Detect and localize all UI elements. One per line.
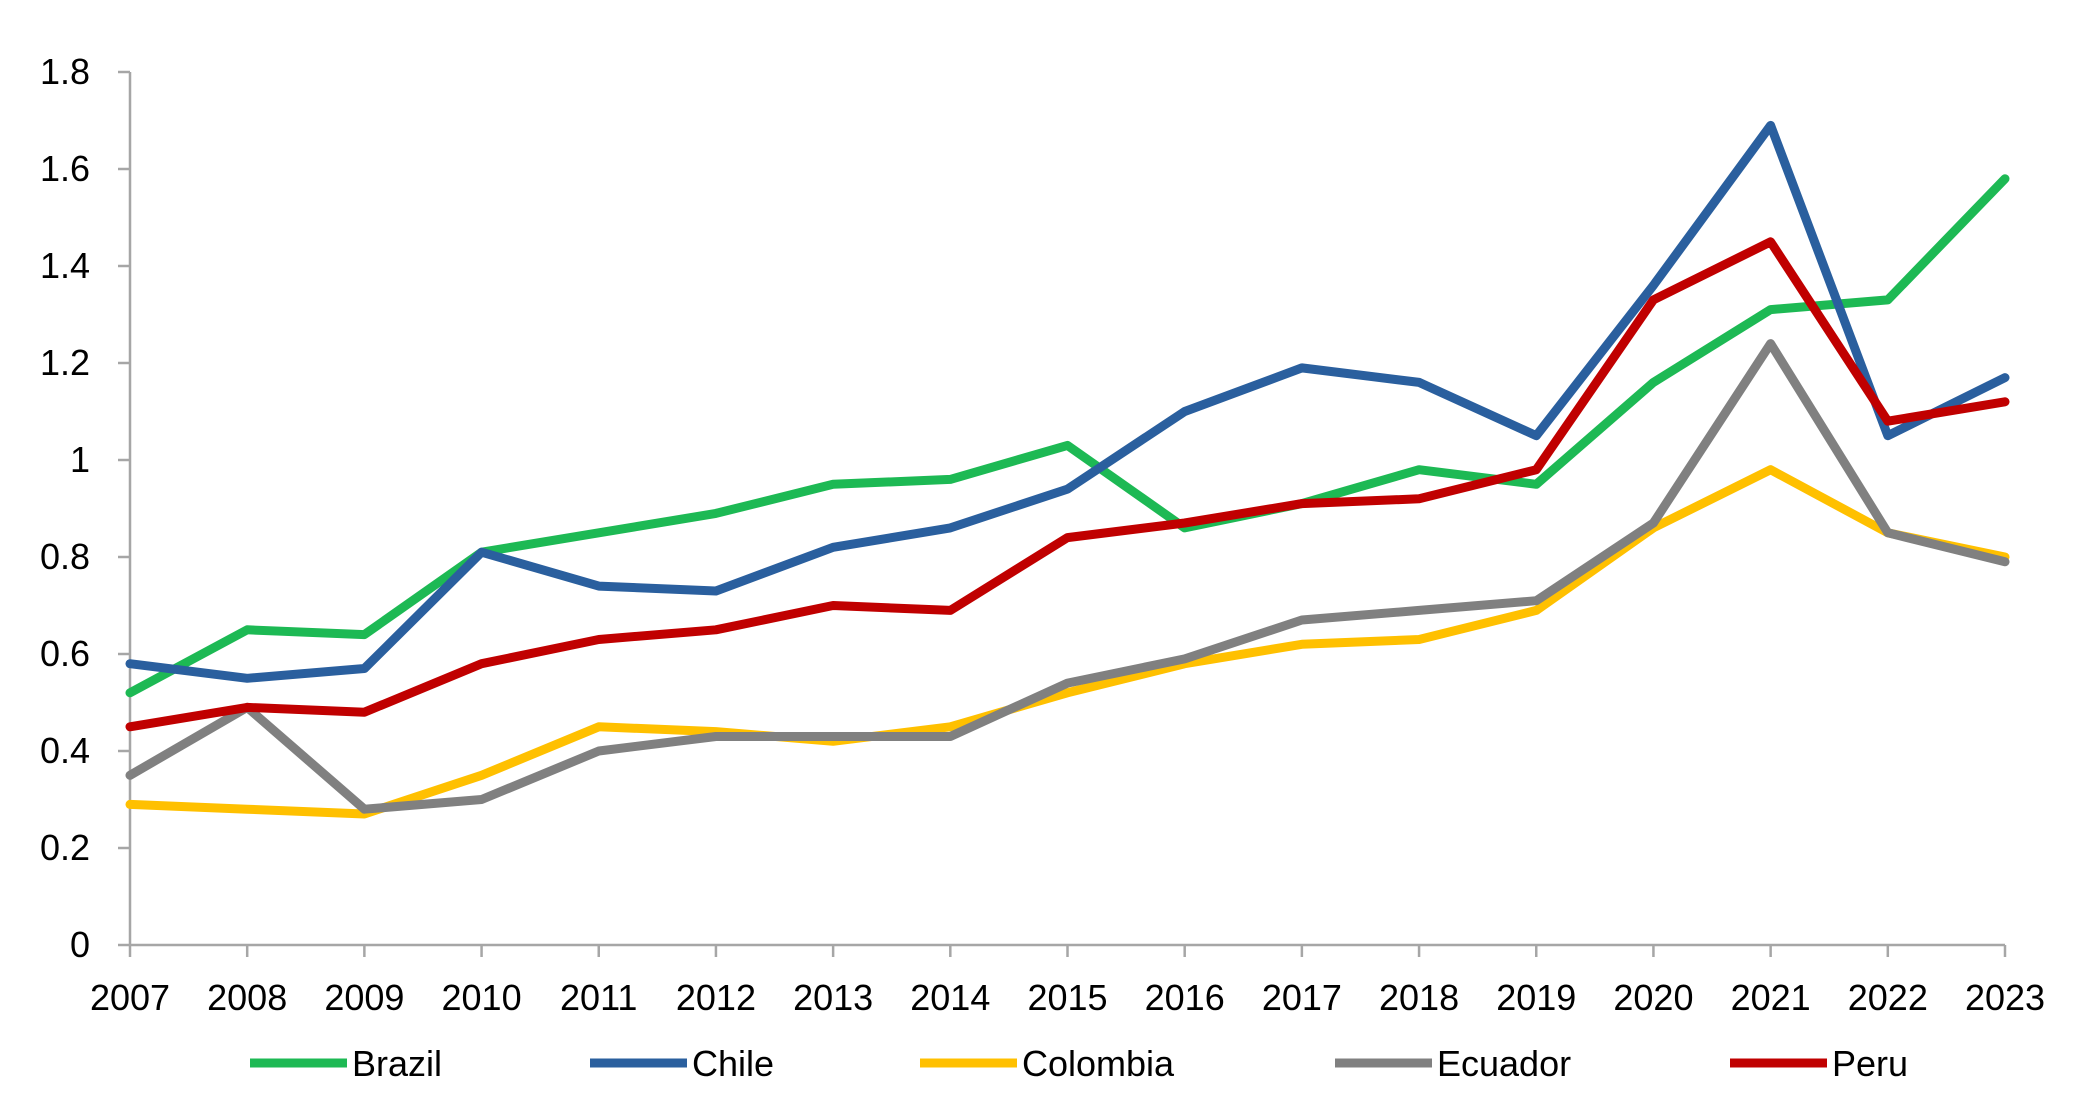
x-tick-label: 2021 [1731, 977, 1811, 1018]
y-tick-label: 0.6 [40, 633, 90, 674]
y-tick-label: 1.2 [40, 342, 90, 383]
x-tick-label: 2007 [90, 977, 170, 1018]
x-tick-label: 2009 [324, 977, 404, 1018]
y-tick-label: 1 [70, 439, 90, 480]
legend-label-ecuador: Ecuador [1437, 1043, 1571, 1084]
y-tick-label: 1.8 [40, 51, 90, 92]
y-tick-label: 0 [70, 924, 90, 965]
axes: 0 0.2 0.4 0.6 0.8 1 1.2 1.4 1.6 1.8 2007 2008 2009 20… [40, 51, 2045, 1018]
series-line-ecuador [125, 339, 2010, 814]
x-tick-label: 2015 [1027, 977, 1107, 1018]
x-tick-label: 2020 [1613, 977, 1693, 1018]
x-tick-label: 2008 [207, 977, 287, 1018]
y-tick-label: 0.8 [40, 536, 90, 577]
x-tick-label: 2017 [1262, 977, 1342, 1018]
legend-label-chile: Chile [692, 1043, 774, 1084]
legend-label-peru: Peru [1832, 1043, 1908, 1084]
y-tick-label: 0.4 [40, 730, 90, 771]
x-tick-label: 2022 [1848, 977, 1928, 1018]
legend-label-brazil: Brazil [352, 1043, 442, 1084]
x-tick-label: 2011 [560, 977, 637, 1018]
series-line-peru [125, 237, 2010, 732]
x-tick-label: 2016 [1145, 977, 1225, 1018]
y-tick-label: 1.4 [40, 245, 90, 286]
y-tick-label: 0.2 [40, 827, 90, 868]
series-line-chile [125, 120, 2010, 683]
series-lines [125, 120, 2010, 819]
y-tick-label: 1.6 [40, 148, 90, 189]
x-tick-label: 2023 [1965, 977, 2045, 1018]
x-tick-label: 2010 [442, 977, 522, 1018]
series-line-brazil [125, 174, 2010, 698]
legend-label-colombia: Colombia [1022, 1043, 1175, 1084]
x-tick-label: 2013 [793, 977, 873, 1018]
x-tick-label: 2014 [910, 977, 990, 1018]
x-tick-label: 2018 [1379, 977, 1459, 1018]
x-tick-label: 2012 [676, 977, 756, 1018]
x-tick-label: 2019 [1496, 977, 1576, 1018]
series-line-colombia [125, 465, 2010, 819]
legend: Brazil Chile Colombia Ecuador Peru [250, 1043, 1908, 1084]
